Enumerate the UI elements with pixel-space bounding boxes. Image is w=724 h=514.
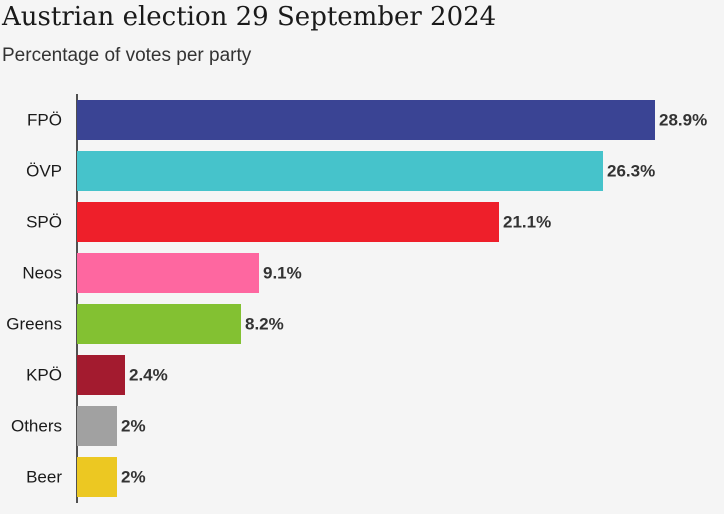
value-label-3: 9.1% [263, 264, 302, 283]
value-label-7: 2% [121, 468, 146, 487]
value-label-4: 8.2% [245, 315, 284, 334]
category-label-4: Greens [6, 315, 62, 334]
value-label-5: 2.4% [129, 366, 168, 385]
bar-3 [77, 253, 259, 293]
category-label-6: Others [11, 417, 62, 436]
chart-subtitle: Percentage of votes per party [2, 45, 252, 66]
category-label-2: SPÖ [26, 213, 62, 232]
category-label-3: Neos [22, 264, 62, 283]
value-label-0: 28.9% [659, 111, 707, 130]
bar-2 [77, 202, 499, 242]
value-label-1: 26.3% [607, 162, 655, 181]
bar-6 [77, 406, 117, 446]
value-label-2: 21.1% [503, 213, 551, 232]
bar-0 [77, 100, 655, 140]
value-label-6: 2% [121, 417, 146, 436]
bar-5 [77, 355, 125, 395]
chart-title: Austrian election 29 September 2024 [2, 2, 497, 32]
bar-7 [77, 457, 117, 497]
category-label-0: FPÖ [27, 111, 62, 130]
category-label-5: KPÖ [26, 366, 62, 385]
bar-1 [77, 151, 603, 191]
category-label-1: ÖVP [26, 162, 62, 181]
category-label-7: Beer [26, 468, 62, 487]
bars-group: FPÖ 28.9% ÖVP 26.3% SPÖ 21.1% Neos 9.1% Greens 8.… [6, 100, 707, 497]
bar-4 [77, 304, 241, 344]
